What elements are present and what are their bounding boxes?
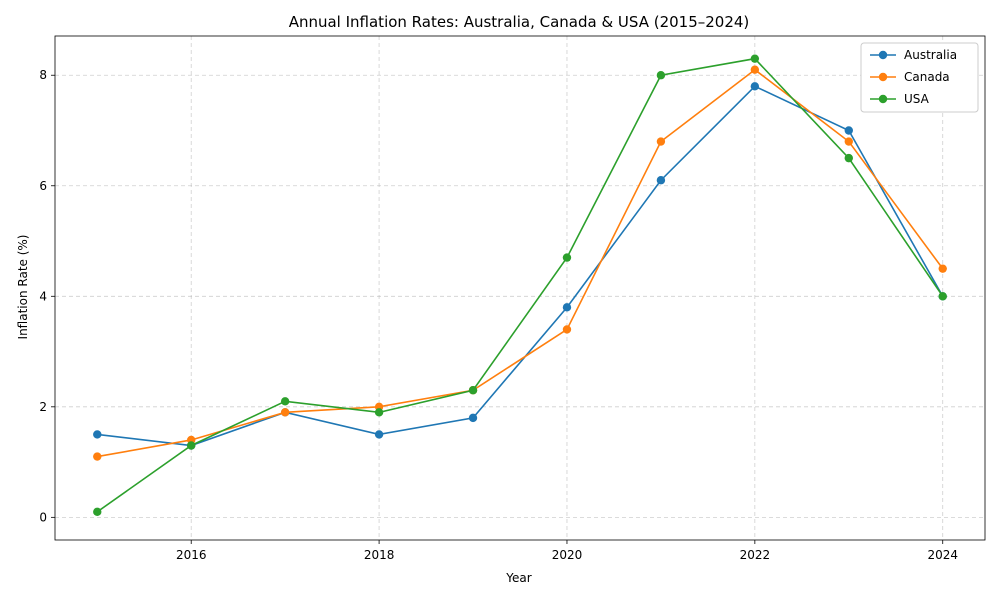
data-point-australia <box>844 126 853 135</box>
y-tick-label: 4 <box>39 289 47 303</box>
legend-box <box>860 42 979 113</box>
data-point-canada <box>93 452 102 461</box>
data-point-canada <box>844 137 853 146</box>
series-group <box>93 54 947 517</box>
data-point-usa <box>468 386 478 395</box>
grid <box>55 36 985 540</box>
data-point-australia <box>93 430 102 439</box>
series-australia <box>93 82 947 450</box>
y-tick-label: 0 <box>39 510 47 524</box>
x-tick-label: 2024 <box>927 548 958 562</box>
x-tick-label: 2018 <box>364 548 395 562</box>
data-point-usa <box>93 507 102 517</box>
legend-item-australia: Australia <box>870 48 957 62</box>
data-point-australia <box>750 82 760 91</box>
data-point-usa <box>562 253 572 262</box>
series-line-australia <box>97 85 944 447</box>
data-point-usa <box>656 71 666 80</box>
data-point-usa <box>280 397 290 406</box>
legend-label: Australia <box>904 48 957 62</box>
data-point-canada <box>750 65 760 74</box>
legend-item-canada: Canada <box>870 70 950 84</box>
series-canada <box>93 65 947 461</box>
legend-swatch-marker <box>878 50 888 60</box>
y-tick-label: 8 <box>39 68 47 82</box>
data-point-canada <box>656 137 666 146</box>
data-point-australia <box>468 413 478 423</box>
y-axis-label: Inflation Rate (%) <box>16 235 30 340</box>
series-line-usa <box>96 57 944 513</box>
legend-label: Canada <box>904 70 950 84</box>
legend-swatch-marker <box>878 72 888 82</box>
plot-frame <box>54 35 986 541</box>
legend: Australia Canada USA <box>860 42 979 113</box>
y-tick-label: 6 <box>39 179 47 193</box>
legend-swatch-marker <box>878 94 888 104</box>
legend-label: USA <box>904 92 930 106</box>
data-point-canada <box>280 408 290 417</box>
data-point-canada <box>938 264 947 273</box>
data-point-usa <box>750 54 760 63</box>
x-tick-label: 2016 <box>176 548 207 562</box>
data-point-usa <box>844 153 853 163</box>
data-point-canada <box>562 325 572 334</box>
x-tick-label: 2022 <box>740 548 771 562</box>
x-tick-label: 2020 <box>552 548 583 562</box>
legend-item-usa: USA <box>870 92 930 106</box>
data-point-usa <box>374 408 384 417</box>
axes: 2016 2018 2020 2022 2024 0 2 4 6 8 <box>39 35 986 562</box>
series-usa <box>93 54 947 517</box>
chart-title: Annual Inflation Rates: Australia, Canad… <box>289 13 750 31</box>
data-point-usa <box>938 292 947 301</box>
data-point-australia <box>374 430 384 439</box>
y-tick-label: 2 <box>39 400 47 414</box>
data-point-australia <box>562 303 572 312</box>
data-point-australia <box>656 176 666 185</box>
data-point-usa <box>187 441 196 450</box>
series-line-canada <box>97 68 944 458</box>
x-axis-label: Year <box>505 571 531 585</box>
